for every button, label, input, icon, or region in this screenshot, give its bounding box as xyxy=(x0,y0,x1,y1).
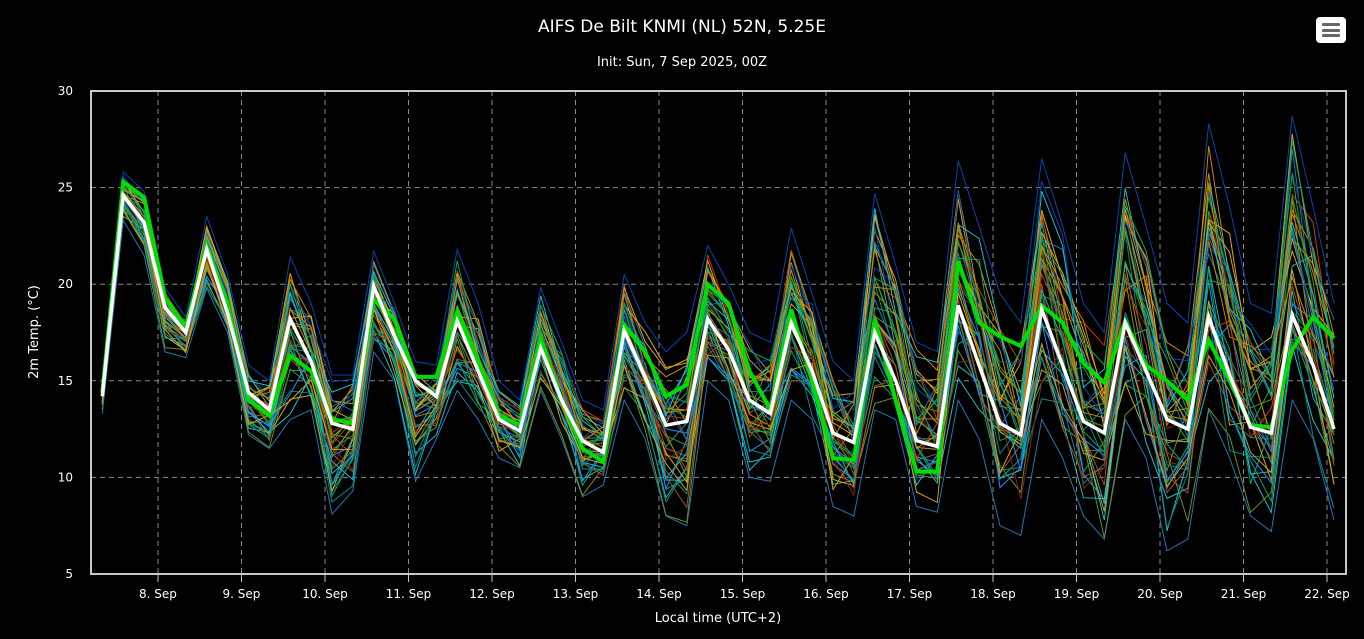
ensemble-member-line xyxy=(101,200,1335,532)
y-tick-label: 10 xyxy=(58,470,73,484)
x-tick-label: 18. Sep xyxy=(970,587,1016,601)
y-axis-label: 2m Temp. (°C) xyxy=(27,285,42,379)
x-tick-label: 22. Sep xyxy=(1304,587,1350,601)
ensemble-member-line xyxy=(101,196,1335,512)
x-tick-label: 9. Sep xyxy=(223,587,261,601)
y-axis-ticks: 5 10 15 20 25 30 xyxy=(58,84,73,581)
x-tick-label: 14. Sep xyxy=(636,587,682,601)
ensemble-member-line xyxy=(101,199,1335,486)
x-tick-label: 21. Sep xyxy=(1221,587,1267,601)
ensemble-member-line xyxy=(101,184,1335,443)
x-tick-label: 17. Sep xyxy=(887,587,933,601)
x-tick-label: 11. Sep xyxy=(386,587,432,601)
ensemble-member-line xyxy=(101,207,1335,504)
x-tick-label: 16. Sep xyxy=(803,587,849,601)
x-tick-label: 20. Sep xyxy=(1137,587,1183,601)
x-tick-label: 12. Sep xyxy=(469,587,515,601)
hamburger-menu-icon-bar xyxy=(1322,28,1340,32)
ensemble-member-line xyxy=(101,201,1335,529)
white-line xyxy=(100,190,1336,456)
y-tick-label: 15 xyxy=(58,374,73,388)
ensemble-member-line xyxy=(101,194,1335,502)
y-tick-label: 5 xyxy=(65,567,73,581)
hamburger-menu-button[interactable] xyxy=(1316,17,1346,43)
chart-subtitle: Init: Sun, 7 Sep 2025, 00Z xyxy=(597,55,767,70)
y-tick-label: 25 xyxy=(58,181,73,195)
y-tick-label: 20 xyxy=(58,277,73,291)
chart-title: AIFS De Bilt KNMI (NL) 52N, 5.25E xyxy=(538,17,826,37)
x-tick-label: 13. Sep xyxy=(553,587,599,601)
x-axis-label: Local time (UTC+2) xyxy=(655,611,781,626)
ensemble-member-line xyxy=(101,218,1335,552)
main-lines xyxy=(100,178,1336,474)
y-tick-label: 30 xyxy=(58,84,73,98)
x-axis-ticks: 8. Sep 9. Sep 10. Sep 11. Sep 12. Sep 13. Sep… xyxy=(139,574,1350,601)
ensemble-member-line xyxy=(101,215,1335,521)
ensemble-member-line xyxy=(101,140,1335,439)
ensemble-member-line xyxy=(101,192,1335,453)
x-tick-label: 19. Sep xyxy=(1054,587,1100,601)
ensemble-member-line xyxy=(101,115,1335,411)
x-tick-label: 10. Sep xyxy=(302,587,348,601)
ensemble-member-line xyxy=(101,172,1335,439)
ensemble-member-line xyxy=(101,198,1335,499)
plot-frame xyxy=(90,90,1347,575)
ensemble-member-line xyxy=(101,174,1335,457)
x-tick-label: 8. Sep xyxy=(139,587,177,601)
x-tick-label: 15. Sep xyxy=(720,587,766,601)
hamburger-menu-icon-bar xyxy=(1322,34,1340,37)
hamburger-menu-icon xyxy=(1322,23,1340,26)
ensemble-member-line xyxy=(101,197,1335,487)
